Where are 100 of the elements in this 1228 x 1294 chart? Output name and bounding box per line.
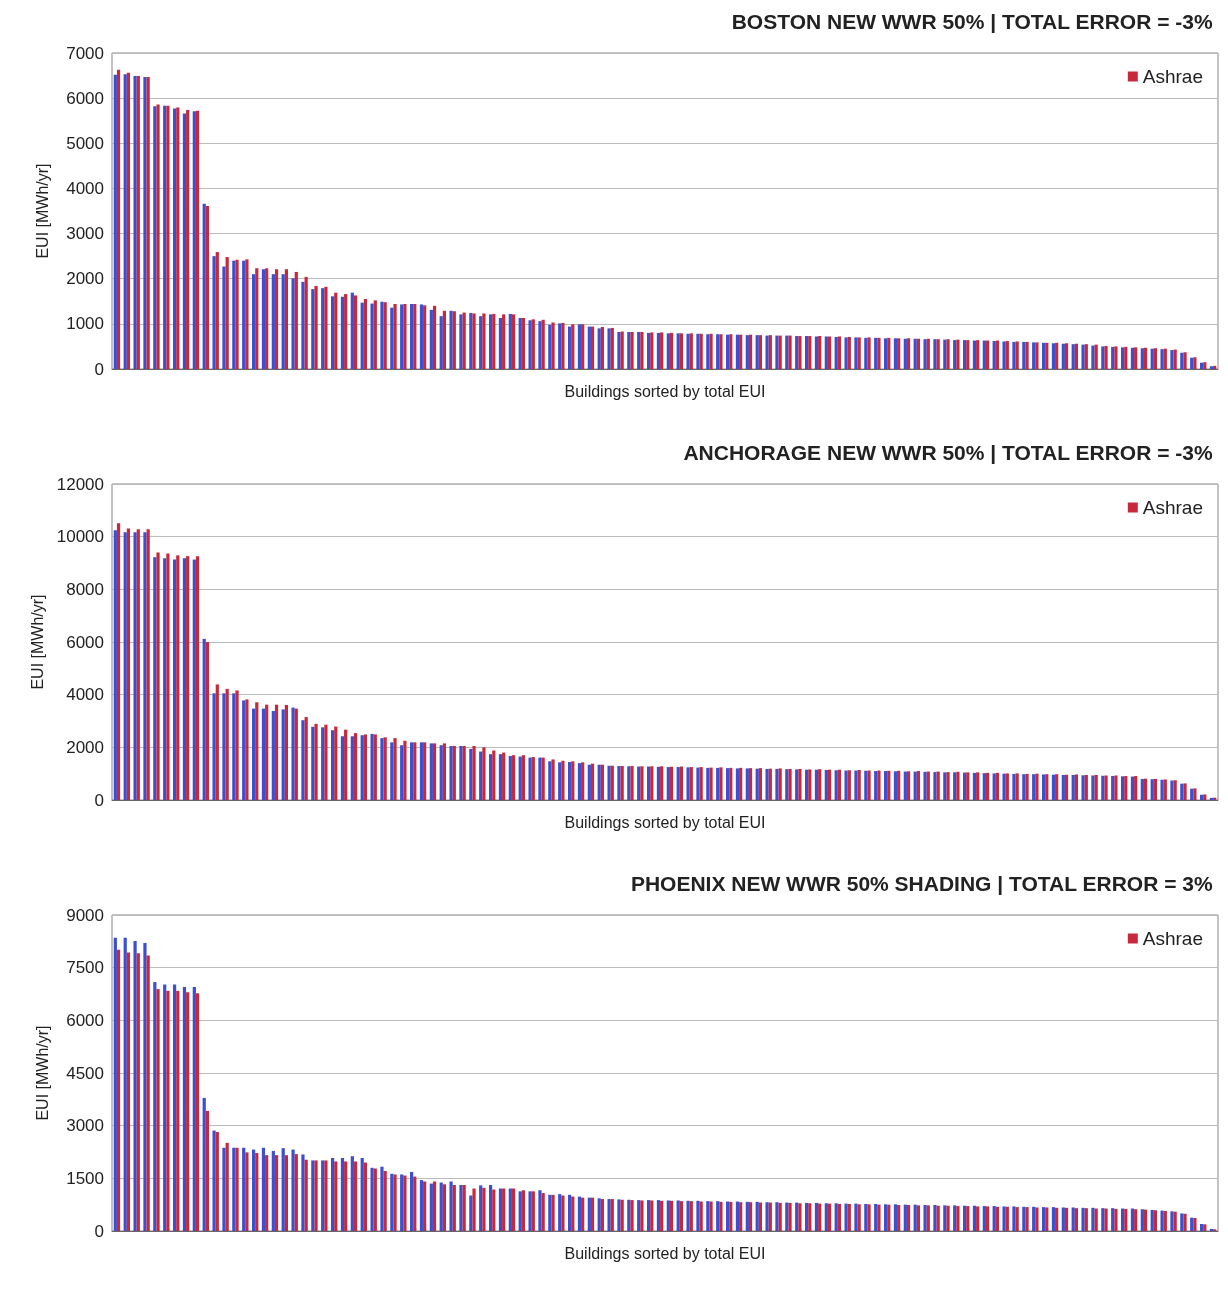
bar [294,1154,298,1231]
bar [972,772,977,800]
bar [344,729,348,800]
bar [116,949,121,1231]
bar [330,1157,335,1231]
bar [163,558,167,800]
bar [113,530,117,800]
bar [1134,1209,1138,1231]
bar [271,710,275,800]
y-tick-label: 6000 [66,88,104,108]
x-axis-title: Buildings sorted by total EUI [564,382,766,400]
bar [423,305,427,369]
bar [758,335,763,369]
bar [818,336,822,369]
y-tick-label: 1500 [66,1168,104,1188]
y-tick-label: 0 [94,1221,104,1241]
bar [215,252,219,369]
bar [330,730,335,800]
bar [146,955,150,1231]
bar [488,314,493,369]
bar [735,1201,740,1231]
bar [265,1155,269,1231]
bar [429,309,433,369]
bar [215,684,219,800]
bar [837,1203,842,1231]
bar [916,771,921,800]
bar [587,1197,591,1231]
bar [1140,778,1144,800]
bar [429,1183,433,1231]
y-tick-label: 6000 [66,1010,104,1030]
bar [251,1149,256,1231]
bar [482,747,486,800]
bar [281,1148,285,1231]
bar [1064,343,1069,369]
bar [567,326,572,369]
bar [1061,343,1065,369]
bar [255,1153,259,1231]
bar [521,755,526,800]
bar [567,1194,572,1231]
chart-title: ANCHORAGE NEW WWR 50% | TOTAL ERROR = -3% [683,441,1213,464]
y-tick-label: 9000 [66,905,104,925]
bar [212,693,216,800]
bar [251,708,256,800]
bar [897,338,901,369]
bar [222,1147,226,1231]
bar [1143,1209,1148,1231]
bar [577,324,582,369]
bar [814,336,819,369]
bar [400,745,404,800]
bar [1041,1207,1046,1231]
bar [330,296,335,369]
bar [916,1205,921,1231]
bar [725,334,730,369]
bar [202,1097,206,1231]
bar [205,642,210,800]
bar [1120,347,1125,369]
bar [600,1199,605,1231]
bar [758,768,763,800]
bar [646,332,651,369]
bar [192,559,196,800]
bar [419,742,424,800]
bar [166,990,170,1231]
bar [906,1205,911,1231]
y-tick-label: 5000 [66,133,104,153]
bar [479,751,483,800]
bar [442,1184,447,1231]
bar [153,557,157,800]
bar [581,762,585,800]
bar [660,1200,664,1231]
bar [1061,1207,1065,1231]
bar [600,327,605,369]
bar [982,773,986,800]
bar [172,984,177,1231]
bar [192,986,196,1231]
bar [824,1203,828,1231]
bar [893,1204,898,1231]
bar [222,693,226,800]
bar [1120,776,1125,800]
bar [511,1188,516,1231]
y-axis-title: EUI [MWh/yr] [33,1025,51,1121]
bar [600,764,605,800]
bar [284,1155,289,1231]
bar [166,553,170,800]
bar [353,295,358,369]
y-tick-label: 7500 [66,958,104,978]
bar [360,1157,364,1231]
bar [590,763,595,800]
bar [739,767,743,800]
bar [827,1203,832,1231]
bar [508,756,512,800]
bar [350,292,354,369]
bar [577,1196,582,1231]
y-tick-label: 4000 [66,685,104,705]
bar [195,556,200,800]
bar [660,332,664,369]
y-tick-label: 8000 [66,579,104,599]
y-tick-label: 1000 [66,314,104,334]
bar [123,937,127,1231]
bar [205,1110,210,1231]
bar [962,340,967,369]
